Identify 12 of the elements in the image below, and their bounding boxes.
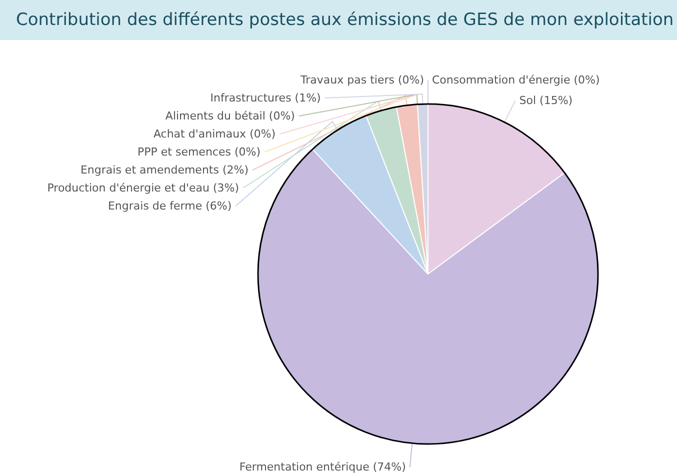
- slice-label: Infrastructures (1%): [210, 92, 321, 104]
- category-label: Achat d'animaux (0%): [153, 128, 276, 140]
- slice-label: Fermentation entérique (74%): [239, 460, 406, 474]
- slice-label: Engrais et amendements (2%): [80, 164, 248, 176]
- category-label: Consommation d'énergie (0%): [432, 74, 600, 86]
- category-label: Aliments du bétail (0%): [165, 110, 295, 122]
- category-label: Travaux pas tiers (0%): [300, 74, 424, 86]
- chart-title: Contribution des différents postes aux émissions de GES de mon exploitation: [0, 0, 677, 40]
- slice-label: Engrais de ferme (6%): [108, 200, 232, 212]
- slice-label: Production d'énergie et d'eau (3%): [47, 182, 240, 194]
- slice-label: Sol (15%): [519, 94, 573, 108]
- category-label: PPP et semences (0%): [137, 146, 260, 158]
